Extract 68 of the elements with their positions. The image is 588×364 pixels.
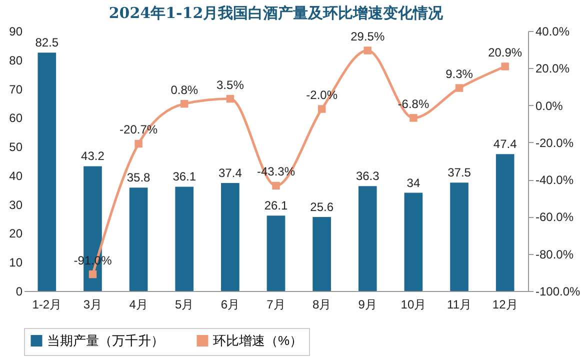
x-tick-label: 7月 <box>266 298 286 312</box>
data-label: 82.5 <box>35 36 59 50</box>
bar <box>129 188 148 291</box>
point <box>364 46 372 54</box>
data-label: 29.5% <box>350 30 385 44</box>
point <box>180 100 188 108</box>
y2-tick-label: 40.0% <box>536 24 570 38</box>
y2-tick-label: 20.0% <box>536 62 570 76</box>
point <box>134 140 142 148</box>
x-tick-label: 3月 <box>83 298 102 312</box>
x-tick-label: 9月 <box>358 298 377 312</box>
y-tick-label: 90 <box>9 24 23 38</box>
x-tick-label: 6月 <box>220 298 240 312</box>
data-label: 35.8 <box>126 170 151 185</box>
bar <box>312 217 331 291</box>
point <box>410 114 418 122</box>
x-tick-label: 1-2月 <box>32 298 62 312</box>
point <box>88 270 97 278</box>
data-label: 25.6 <box>310 200 334 214</box>
x-tick-label: 12月 <box>492 298 518 312</box>
x-tick-label: 4月 <box>129 298 148 312</box>
bar <box>38 52 56 291</box>
legend-label: 环比增速（%） <box>213 332 303 348</box>
data-label: 43.2 <box>81 149 105 164</box>
y2-tick-label: -80.0% <box>536 247 574 262</box>
bar <box>404 192 423 291</box>
data-label: 36.1 <box>172 170 196 184</box>
y-tick-label: 60 <box>9 111 23 126</box>
data-label: 36.3 <box>356 169 380 184</box>
x-tick-label: 5月 <box>175 298 194 312</box>
y2-tick-label: -100.0% <box>536 284 581 298</box>
bar <box>266 216 286 291</box>
chart-title: 2024年1-12月我国白酒产量及环比增速变化情况 <box>108 4 444 22</box>
bar <box>450 182 468 291</box>
y-tick-label: 70 <box>9 82 23 96</box>
y2-tick-label: -60.0% <box>536 210 574 224</box>
y2-tick-label: 0.0% <box>536 98 564 113</box>
data-label: 37.4 <box>218 166 242 180</box>
bar <box>175 186 194 291</box>
y-tick-label: 80 <box>9 53 23 68</box>
data-label: 34 <box>406 176 420 190</box>
point <box>272 182 280 190</box>
y-tick-label: 30 <box>9 198 23 212</box>
legend-label: 当期产量（万千升） <box>47 332 164 348</box>
y-tick-label: 50 <box>9 140 23 154</box>
x-tick-label: 11月 <box>447 298 472 312</box>
bar <box>496 154 514 291</box>
y-tick-label: 20 <box>9 226 23 241</box>
point <box>318 105 326 113</box>
data-label: 37.5 <box>448 166 472 180</box>
data-label: 9.3% <box>446 67 474 82</box>
y2-tick-label: -20.0% <box>536 136 574 150</box>
y2-tick-label: -40.0% <box>536 173 574 188</box>
data-label: 47.4 <box>493 137 518 152</box>
x-tick-label: 10月 <box>400 298 426 312</box>
bar <box>358 186 377 291</box>
x-tick-label: 8月 <box>312 298 332 312</box>
data-label: 26.1 <box>264 198 288 213</box>
point <box>226 94 234 103</box>
y-tick-label: 10 <box>9 256 23 270</box>
y-tick-label: 40 <box>9 168 23 183</box>
data-label: 0.8% <box>170 82 198 97</box>
data-label: 3.5% <box>216 78 244 92</box>
bar <box>221 182 240 291</box>
point <box>455 84 464 92</box>
data-label: 20.9% <box>488 45 522 60</box>
point <box>501 62 509 70</box>
y-tick-label: 0 <box>16 284 23 298</box>
